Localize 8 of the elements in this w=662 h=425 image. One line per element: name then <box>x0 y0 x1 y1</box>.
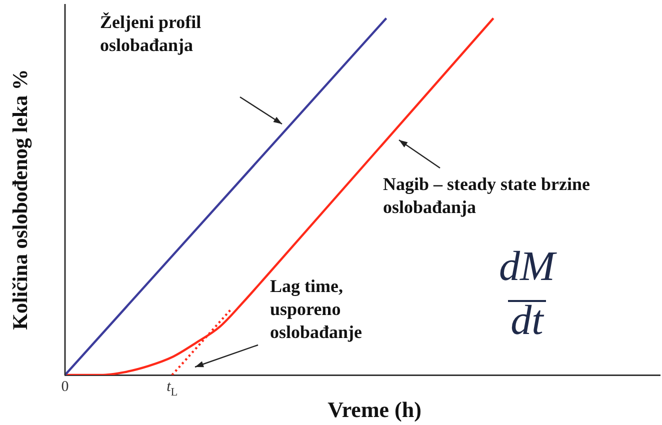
annotation: Lag time, usporeno oslobađanje <box>270 276 362 342</box>
x-tick-label: 0 <box>61 379 69 395</box>
y-axis-title: Količina oslobođenog leka % <box>8 69 32 330</box>
annotation: dM <box>499 244 557 290</box>
annotation: Nagib – steady state brzine oslobađanja <box>383 174 590 217</box>
annotation: dt <box>510 298 545 344</box>
annotation: Željeni profil oslobađanja <box>100 12 202 55</box>
x-axis-title: Vreme (h) <box>328 397 422 422</box>
